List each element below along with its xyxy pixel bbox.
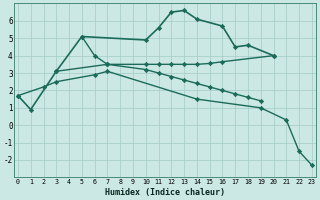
X-axis label: Humidex (Indice chaleur): Humidex (Indice chaleur) xyxy=(105,188,225,197)
